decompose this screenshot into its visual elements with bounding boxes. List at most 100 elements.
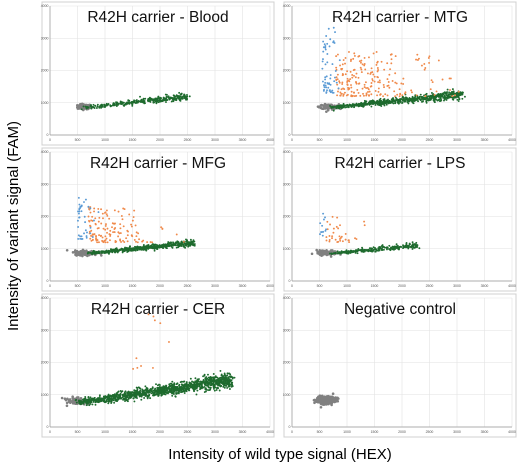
data-point <box>94 104 97 107</box>
data-point <box>88 251 91 254</box>
data-point <box>341 240 344 243</box>
data-point <box>183 93 186 96</box>
data-point <box>96 398 99 401</box>
data-point <box>146 389 149 392</box>
data-point <box>160 393 163 395</box>
data-point <box>322 50 325 53</box>
y-tick-label: 4000 <box>41 150 49 154</box>
data-point <box>347 252 350 255</box>
data-point <box>131 248 134 251</box>
data-point <box>333 400 337 404</box>
data-point <box>113 395 116 398</box>
data-point <box>331 400 334 403</box>
data-point <box>228 381 231 384</box>
data-point <box>359 94 362 97</box>
data-point <box>91 253 94 256</box>
data-point <box>111 394 114 397</box>
data-point <box>392 97 394 99</box>
data-point <box>178 91 181 94</box>
data-point <box>332 105 335 108</box>
data-point <box>334 252 337 254</box>
data-point <box>387 84 390 87</box>
chart-panel: 0 500 1000 1500 2000 2500 3000 3500 400001000200… <box>41 147 275 292</box>
data-point <box>362 102 365 105</box>
data-point <box>189 377 192 380</box>
data-point <box>375 51 378 53</box>
data-point <box>325 91 328 93</box>
data-point <box>423 63 426 65</box>
data-point <box>105 103 108 106</box>
data-point <box>363 220 366 223</box>
data-point <box>90 398 93 400</box>
data-point <box>131 219 134 222</box>
data-point <box>175 391 178 394</box>
data-point <box>410 89 413 92</box>
data-point <box>449 77 452 80</box>
data-point <box>408 242 411 245</box>
data-point <box>411 241 414 244</box>
data-point <box>223 383 225 386</box>
data-point <box>373 248 376 251</box>
x-tick-label: 4000 <box>266 284 274 288</box>
data-point <box>384 93 387 96</box>
y-tick-label: 4000 <box>283 296 291 300</box>
data-point <box>130 225 133 228</box>
data-point <box>329 74 332 76</box>
data-point <box>92 103 95 106</box>
data-point <box>159 245 162 248</box>
data-point <box>315 400 319 404</box>
data-point <box>362 92 364 95</box>
data-point <box>334 238 337 241</box>
data-point <box>93 396 96 399</box>
chart-panel: 0 500 1000 1500 2000 2500 3000 3500 400001000200… <box>283 147 517 292</box>
data-point <box>226 386 229 389</box>
x-tick-label: 0 <box>291 430 293 434</box>
data-point <box>116 248 119 251</box>
data-point <box>91 215 94 218</box>
data-point <box>335 225 338 228</box>
data-point <box>135 240 137 243</box>
data-point <box>168 341 170 343</box>
data-point <box>199 380 202 383</box>
data-point <box>176 96 179 99</box>
data-point <box>141 388 144 391</box>
data-point <box>209 388 212 391</box>
data-point <box>126 249 129 252</box>
data-point <box>446 88 449 91</box>
data-point <box>428 61 431 64</box>
data-point <box>177 241 179 244</box>
data-point <box>91 233 94 236</box>
data-point <box>109 229 112 232</box>
data-point <box>432 99 435 102</box>
data-point <box>105 237 108 240</box>
data-point <box>165 101 167 104</box>
data-point <box>78 216 81 219</box>
data-point <box>336 216 339 219</box>
data-point <box>431 81 434 84</box>
y-tick-label: 3000 <box>283 36 291 40</box>
data-point <box>435 90 438 93</box>
data-point <box>161 390 164 393</box>
data-point <box>148 98 151 101</box>
data-point <box>377 76 379 79</box>
data-point <box>322 84 325 87</box>
data-point <box>89 104 92 107</box>
data-point <box>117 235 120 238</box>
x-tick-label: 3000 <box>211 430 219 434</box>
data-point <box>342 94 345 97</box>
data-point <box>357 91 360 94</box>
y-tick-label: 0 <box>47 133 49 137</box>
data-point <box>173 382 176 385</box>
data-point <box>336 94 339 97</box>
data-point <box>84 397 87 400</box>
data-point <box>441 95 443 98</box>
data-point <box>371 71 374 74</box>
data-point <box>135 99 138 102</box>
data-point <box>142 244 145 246</box>
y-tick-label: 1000 <box>283 247 291 251</box>
data-point <box>98 234 101 237</box>
y-tick-label: 3000 <box>283 182 291 186</box>
data-point <box>345 249 348 252</box>
data-point <box>95 237 97 240</box>
data-point <box>188 381 191 384</box>
